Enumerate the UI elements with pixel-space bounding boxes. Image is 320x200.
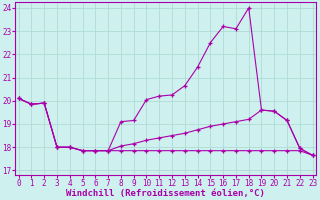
X-axis label: Windchill (Refroidissement éolien,°C): Windchill (Refroidissement éolien,°C) — [66, 189, 265, 198]
